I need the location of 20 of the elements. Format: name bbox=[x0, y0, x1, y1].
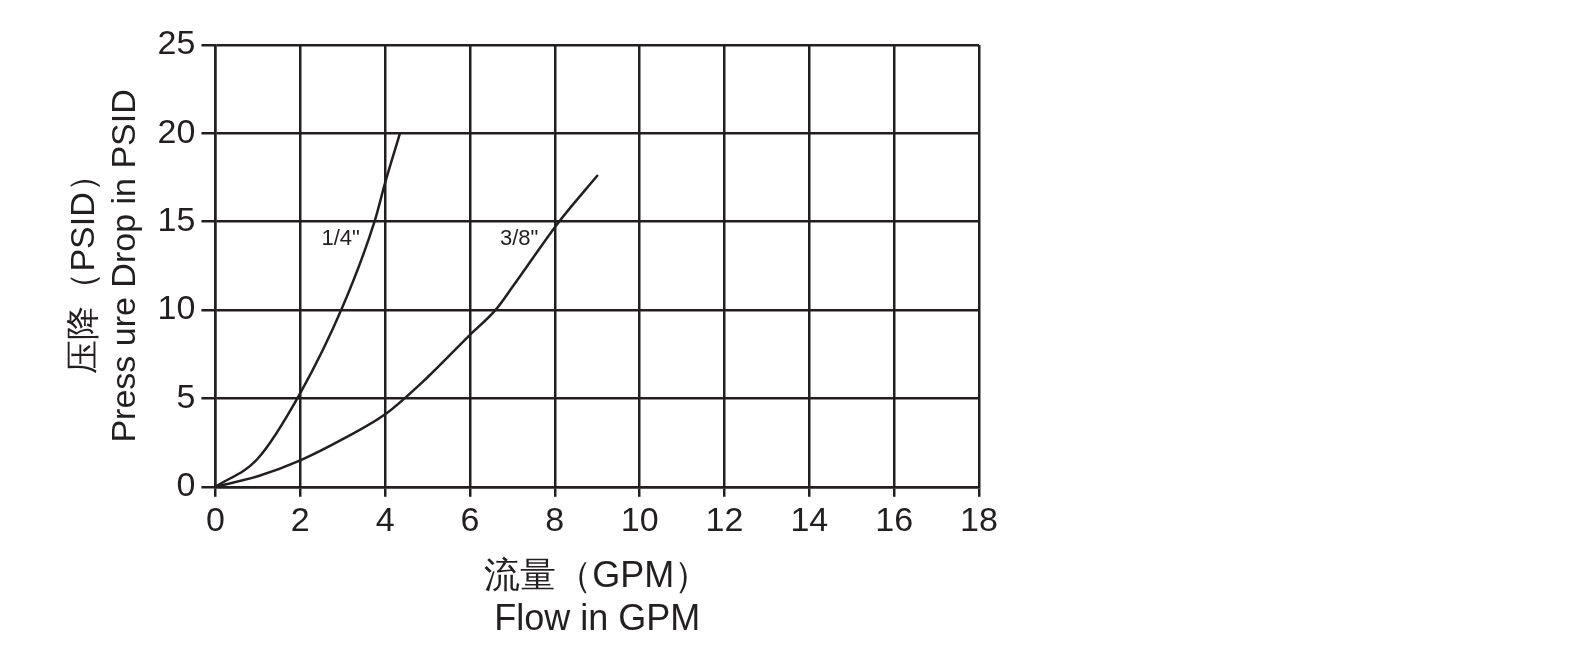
x-tick-label: 12 bbox=[705, 499, 744, 538]
y-tick-label: 10 bbox=[157, 288, 196, 327]
y-tick-label: 15 bbox=[157, 200, 196, 239]
x-tick-label: 18 bbox=[960, 499, 998, 538]
y-tick-label: 5 bbox=[176, 376, 196, 415]
x-tick-label: 8 bbox=[545, 499, 565, 538]
y-axis-title: 压降（PSID） Press ure Drop in PSID bbox=[62, 89, 142, 443]
x-tick-label: 2 bbox=[290, 499, 310, 538]
x-axis-title: 流量（GPM） Flow in GPM bbox=[484, 554, 711, 639]
x-tick-label: 4 bbox=[375, 499, 395, 538]
x-tick-label: 10 bbox=[620, 499, 659, 538]
y-tick-label: 25 bbox=[157, 23, 196, 62]
x-tick-label: 6 bbox=[460, 499, 480, 538]
series-label: 3/8" bbox=[500, 225, 539, 251]
y-tick-label: 20 bbox=[157, 111, 196, 150]
x-tick-label: 16 bbox=[875, 499, 914, 538]
y-tick-label: 0 bbox=[176, 465, 196, 504]
x-tick-label: 14 bbox=[790, 499, 829, 538]
x-tick-label: 0 bbox=[205, 499, 225, 538]
series-label: 1/4" bbox=[321, 225, 360, 251]
